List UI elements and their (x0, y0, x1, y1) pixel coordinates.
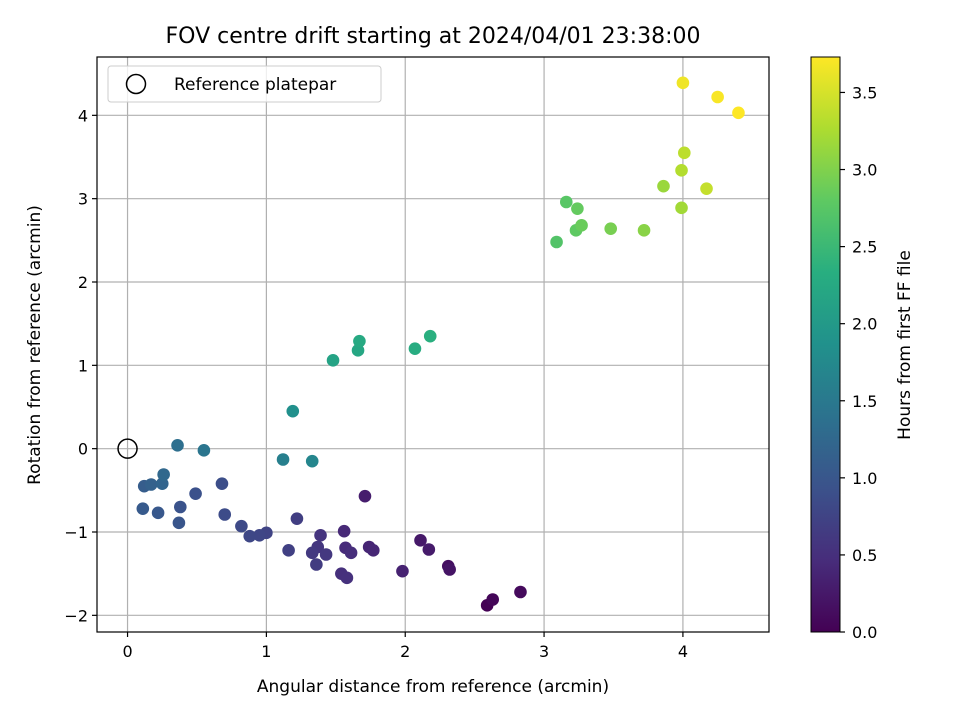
y-tick-label: 1 (78, 356, 88, 375)
x-tick-label: 1 (261, 642, 271, 661)
x-axis-label: Angular distance from reference (arcmin) (257, 677, 609, 697)
data-point (571, 202, 584, 215)
data-point (443, 563, 456, 576)
data-point (235, 519, 248, 533)
data-point (171, 439, 184, 452)
y-tick-label: −1 (64, 523, 88, 542)
data-point (340, 571, 354, 585)
x-tick-label: 0 (122, 642, 132, 661)
data-point (575, 219, 588, 232)
legend-marker-reference (125, 73, 147, 95)
data-point (189, 487, 202, 500)
data-point (657, 179, 670, 193)
grid-lines (97, 57, 769, 632)
data-point (414, 534, 427, 547)
data-point (305, 546, 319, 560)
scatter-points (136, 76, 745, 612)
colorbar-tick-label: 2.5 (852, 238, 877, 257)
colorbar-tick-label: 0.5 (852, 546, 877, 565)
data-point (136, 502, 150, 515)
data-point (408, 342, 422, 355)
y-tick-label: 3 (78, 190, 88, 209)
data-point (486, 593, 500, 606)
y-tick-label: 4 (78, 106, 88, 125)
legend-box (107, 65, 382, 103)
data-point (157, 468, 170, 481)
y-axis-label: Rotation from reference (arcmin) (25, 205, 45, 485)
data-point (282, 544, 295, 557)
x-tick-label: 3 (539, 642, 549, 661)
data-point (637, 224, 651, 237)
data-point (358, 489, 372, 503)
data-point (514, 585, 527, 599)
data-point (423, 329, 437, 343)
data-point (144, 478, 158, 491)
data-point (396, 564, 409, 578)
data-point (314, 529, 327, 542)
colorbar-tick-label: 1.5 (852, 392, 877, 411)
colorbar-label: Hours from first FF file (895, 250, 915, 440)
data-point (197, 444, 211, 457)
data-point (172, 516, 186, 530)
data-point (290, 512, 304, 525)
data-point (550, 235, 563, 249)
data-point (276, 453, 290, 466)
data-point (353, 334, 366, 348)
data-point (678, 146, 691, 160)
data-point (286, 404, 300, 418)
x-tick-label: 4 (678, 642, 688, 661)
reference-platepar-marker (117, 438, 138, 459)
plot-frame (96, 56, 770, 633)
colorbar-gradient (811, 57, 840, 632)
x-tick-label: 2 (400, 642, 410, 661)
data-point (151, 506, 165, 520)
data-point (319, 548, 333, 561)
data-point (337, 524, 351, 538)
data-point (253, 529, 266, 542)
x-axis-ticks: 0 1 2 3 4 (122, 632, 688, 661)
y-tick-label: 2 (78, 273, 88, 292)
legend: Reference platepar (107, 65, 382, 103)
data-point (366, 544, 380, 557)
data-point (676, 76, 690, 90)
y-tick-label: −2 (64, 606, 88, 625)
data-point (700, 182, 713, 195)
data-point (422, 543, 436, 556)
colorbar-tick-label: 3.5 (852, 83, 877, 102)
data-point (305, 454, 319, 468)
colorbar-ticks: 0.0 0.5 1.0 1.5 2.0 2.5 3.0 3.5 (840, 83, 877, 642)
colorbar-tick-label: 0.0 (852, 623, 877, 642)
data-point (326, 354, 340, 367)
data-point (604, 222, 618, 235)
y-axis-ticks: −2 −1 0 1 2 3 4 (64, 106, 97, 625)
colorbar-frame (810, 56, 841, 633)
legend-entry-reference: Reference platepar (174, 75, 336, 95)
colorbar-tick-label: 1.0 (852, 469, 877, 488)
data-point (732, 106, 745, 120)
chart-title: FOV centre drift starting at 2024/04/01 … (166, 24, 701, 49)
data-point (675, 164, 688, 177)
colorbar-tick-label: 3.0 (852, 161, 877, 180)
y-tick-label: 0 (78, 440, 88, 459)
data-point (675, 201, 688, 215)
data-point (711, 90, 724, 104)
colorbar-tick-label: 2.0 (852, 315, 877, 334)
data-point (559, 195, 573, 209)
data-point (174, 500, 187, 514)
data-point (215, 477, 229, 490)
data-point (344, 546, 358, 560)
data-point (310, 558, 323, 571)
data-point (243, 529, 257, 543)
data-point (218, 508, 232, 521)
